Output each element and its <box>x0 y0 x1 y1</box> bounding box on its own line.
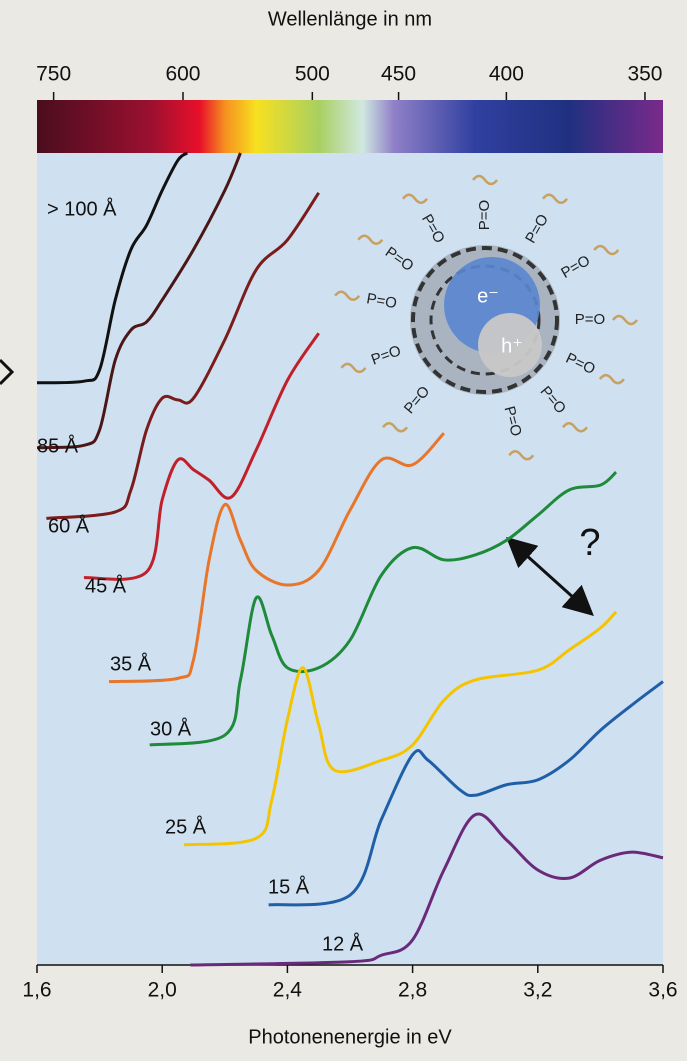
series-label: 35 Å <box>110 652 152 675</box>
annotation: ? <box>579 522 600 564</box>
series-label: 15 Å <box>268 875 310 898</box>
x-tick-label: 1,6 <box>22 979 51 1002</box>
x2-tick-label: 350 <box>627 63 662 86</box>
ligand-label: P=O <box>575 311 605 328</box>
x2-axis-title: Wellenlänge in nm <box>268 8 432 30</box>
x2-tick-label: 600 <box>165 63 200 86</box>
edge-arrow <box>0 360 12 384</box>
x-tick-label: 2,8 <box>398 979 427 1002</box>
series-label: 45 Å <box>85 574 127 597</box>
series-label: > 100 Å <box>47 197 117 220</box>
x-tick-label: 2,0 <box>148 979 177 1002</box>
hole-label: h⁺ <box>501 335 523 357</box>
x2-tick-label: 500 <box>295 63 330 86</box>
series-label: 12 Å <box>322 932 364 955</box>
x-axis-title: Photonenenergie in eV <box>248 1026 452 1048</box>
x2-tick-label: 750 <box>36 63 71 86</box>
series-label: 60 Å <box>48 514 90 537</box>
x-tick-label: 2,4 <box>273 979 303 1002</box>
x2-tick-label: 450 <box>381 63 416 86</box>
chart: Wellenlänge in nm Photonenenergie in eV … <box>0 0 687 1061</box>
electron-label: e⁻ <box>477 285 499 307</box>
series-label: 85 Å <box>37 434 79 457</box>
ligand-label: P=O <box>476 200 493 230</box>
series-label: 25 Å <box>165 815 207 838</box>
spectrum-bar <box>37 100 663 153</box>
series-label: 30 Å <box>150 717 192 740</box>
x-tick-label: 3,2 <box>523 979 552 1002</box>
x2-tick-label: 400 <box>489 63 524 86</box>
x-tick-label: 3,6 <box>648 979 677 1002</box>
